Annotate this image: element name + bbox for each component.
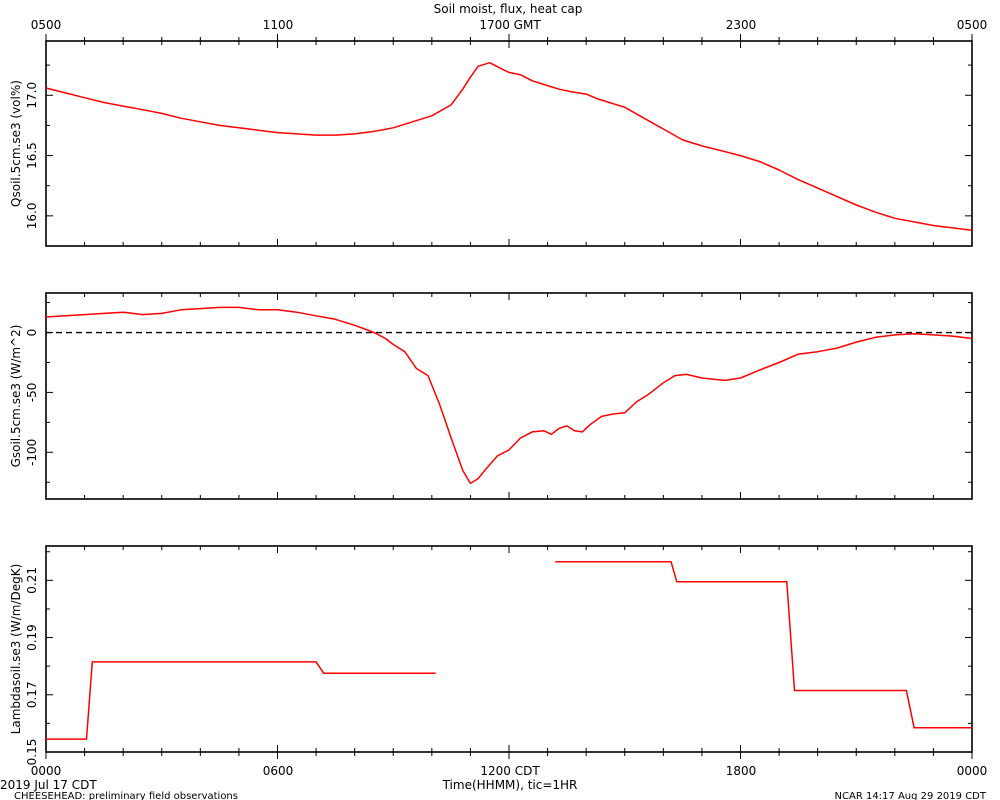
project-note: CHEESEHEAD: preliminary field observatio…: [14, 791, 238, 800]
bottom-axis-tick-label: 0600: [263, 764, 294, 778]
bottom-axis-tick-labels: 0000 0600 1200 CDT 1800 0000: [31, 764, 988, 778]
y-tick-label: -50: [25, 383, 39, 403]
y-tick-label: -100: [25, 439, 39, 466]
bottom-axis-tick-label: 0000: [31, 764, 62, 778]
credit-label: NCAR 14:17 Aug 29 2019 CDT: [835, 791, 987, 800]
bottom-axis-tick-label: 1200 CDT: [480, 764, 540, 778]
y-tick-label: 0.17: [25, 681, 39, 708]
top-axis-tick-label: 2300: [726, 18, 757, 32]
y-tick-label: 0.21: [25, 567, 39, 594]
y-axis-label: Qsoil.5cm.se3 (vol%): [9, 80, 23, 207]
date-label: 2019 Jul 17 CDT: [0, 778, 97, 792]
top-axis-tick-label: 1100: [263, 18, 294, 32]
y-tick-label: 0.15: [25, 739, 39, 766]
series-line: [555, 560, 972, 729]
panel-frame: [45, 545, 973, 753]
bottom-axis-tick-label: 0000: [957, 764, 988, 778]
top-axis-tick-labels: 0500 1100 1700 GMT 2300 0500: [31, 18, 988, 32]
chart-title: Soil moist, flux, heat cap: [434, 2, 583, 16]
series-line: [45, 61, 973, 232]
bottom-axis-tick-label: 1800: [726, 764, 757, 778]
y-tick-label: 0: [25, 329, 39, 337]
y-tick-label: 0.19: [25, 624, 39, 651]
series-line: [45, 306, 973, 485]
top-axis-tick-label: 1700 GMT: [479, 18, 541, 32]
series-line: [46, 661, 436, 740]
y-axis-label: Lambdasoil.se3 (W/m/DegK): [9, 564, 23, 735]
y-axis-label: Gsoil.5cm.se3 (W/m^2): [9, 325, 23, 468]
top-axis-tick-label: 0500: [31, 18, 62, 32]
panel-frame: [45, 292, 973, 500]
y-tick-label: 16.0: [25, 202, 39, 229]
y-tick-label: 16.5: [25, 142, 39, 169]
y-tick-label: 17.0: [25, 82, 39, 109]
x-axis-label: Time(HHMM), tic=1HR: [442, 778, 578, 792]
top-axis-tick-label: 0500: [957, 18, 988, 32]
